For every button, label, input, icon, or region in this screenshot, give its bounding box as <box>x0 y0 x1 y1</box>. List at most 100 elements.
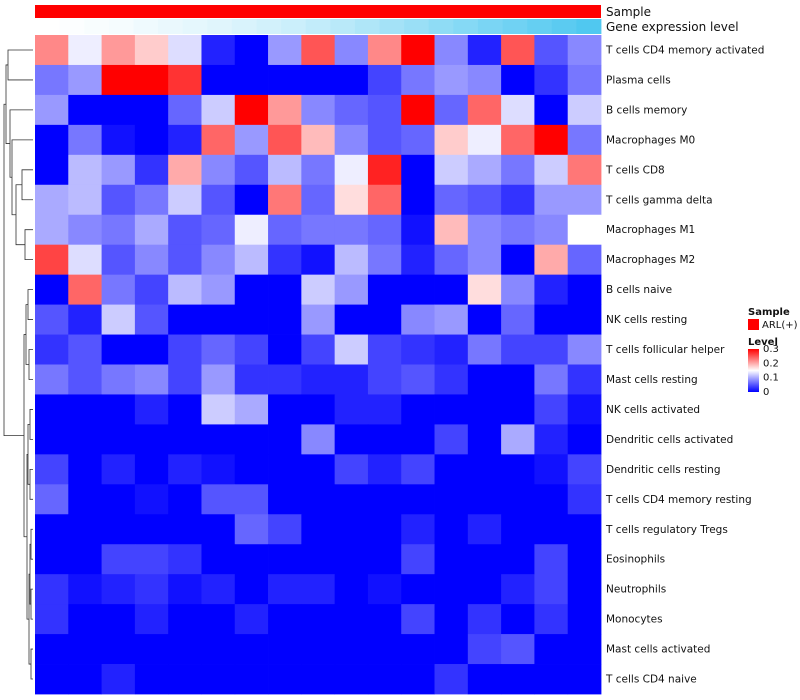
heatmap-cell <box>567 214 602 246</box>
heatmap-cell <box>434 334 469 365</box>
heatmap-cell <box>367 154 402 186</box>
heatmap-cell <box>367 454 402 485</box>
heatmap-cell <box>268 424 302 455</box>
expression-bar-segment <box>305 19 331 34</box>
heatmap-cell <box>234 454 269 485</box>
heatmap-cell <box>234 664 269 695</box>
row-label: Plasma cells <box>606 74 671 86</box>
heatmap-cell <box>168 94 202 126</box>
heatmap-cell <box>567 634 602 665</box>
heatmap-cell <box>201 544 236 575</box>
heatmap-cell <box>367 394 402 425</box>
heatmap-cell <box>134 334 169 365</box>
heatmap-cell <box>101 94 136 126</box>
row-label: Eosinophils <box>606 554 665 566</box>
legend-level-colorbar <box>748 349 759 392</box>
heatmap-cell <box>534 35 569 66</box>
heatmap-cell <box>534 424 569 455</box>
heatmap-cell <box>534 244 569 276</box>
heatmap-cell <box>101 634 136 665</box>
sample-annotation-label: Sample <box>606 5 651 19</box>
dendrogram-branch <box>27 289 33 320</box>
heatmap-cell <box>168 604 202 635</box>
heatmap-cell <box>68 454 102 485</box>
heatmap-cell <box>334 154 369 186</box>
heatmap-cell <box>434 544 469 575</box>
heatmap-cell <box>234 35 269 66</box>
dendrogram-branch <box>15 184 25 246</box>
heatmap-cell <box>534 184 569 216</box>
heatmap-cell <box>467 214 502 246</box>
heatmap-cell <box>201 574 236 605</box>
legend-level-ticks: 0.3 0.2 0.1 0 <box>759 344 779 398</box>
legend-tick-label: 0.2 <box>763 358 779 369</box>
heatmap-cell <box>168 634 202 665</box>
heatmap-cell <box>367 364 402 395</box>
expression-bar-segment <box>453 19 479 34</box>
heatmap-cell <box>501 124 535 156</box>
row-label: Macrophages M0 <box>606 134 695 146</box>
heatmap-cell <box>134 484 169 515</box>
heatmap-cell <box>534 94 569 126</box>
heatmap-cell <box>168 664 202 695</box>
heatmap-cell <box>168 124 202 156</box>
heatmap-cell <box>201 454 236 485</box>
heatmap-cell <box>234 124 269 156</box>
heatmap-cell <box>101 514 136 545</box>
dendrogram-branch <box>30 648 33 680</box>
heatmap-cell <box>534 124 569 156</box>
heatmap-cell <box>334 394 369 425</box>
heatmap-cell <box>467 35 502 66</box>
heatmap-cell <box>35 274 69 305</box>
heatmap-cell <box>401 244 435 276</box>
heatmap-cell <box>234 334 269 365</box>
expression-bar-segment <box>281 19 307 34</box>
heatmap-cell <box>101 214 136 246</box>
heatmap-cell <box>567 484 602 515</box>
expression-bar-segment <box>108 19 134 34</box>
row-label: Neutrophils <box>606 584 666 596</box>
legend-tick-label: 0.3 <box>763 344 779 355</box>
expression-bar-segment <box>256 19 282 34</box>
heatmap-cell <box>501 244 535 276</box>
heatmap-cell <box>301 184 336 216</box>
heatmap-cell <box>68 64 102 96</box>
heatmap-cell <box>134 35 169 66</box>
heatmap-cell <box>367 514 402 545</box>
heatmap-cell <box>567 574 602 605</box>
heatmap-cell <box>201 424 236 455</box>
heatmap-cell <box>68 394 102 425</box>
heatmap-cell <box>168 35 202 66</box>
heatmap-cell <box>68 574 102 605</box>
heatmap-cell <box>367 35 402 66</box>
heatmap-cell <box>201 304 236 335</box>
heatmap-cell <box>268 184 302 216</box>
heatmap-cell <box>434 94 469 126</box>
heatmap-cell <box>401 94 435 126</box>
heatmap-cell <box>134 64 169 96</box>
heatmap-cell <box>101 424 136 455</box>
heatmap-cell <box>35 244 69 276</box>
heatmap-cell <box>301 364 336 395</box>
heatmap-cell <box>567 304 602 335</box>
heatmap-cell <box>301 484 336 515</box>
heatmap-cell <box>434 274 469 305</box>
heatmap-cell <box>334 214 369 246</box>
row-label: T cells CD4 memory activated <box>605 44 764 56</box>
heatmap-cell <box>434 214 469 246</box>
heatmap-cell <box>68 244 102 276</box>
heatmap-cell <box>201 394 236 425</box>
heatmap-cell <box>35 484 69 515</box>
heatmap-cell <box>35 64 69 96</box>
heatmap-cell <box>168 334 202 365</box>
heatmap-cell <box>334 604 369 635</box>
heatmap-cell <box>268 364 302 395</box>
heatmap-cell <box>301 334 336 365</box>
heatmap-cell <box>101 184 136 216</box>
heatmap-cell <box>234 634 269 665</box>
heatmap-cell <box>301 244 336 276</box>
heatmap-cell <box>467 604 502 635</box>
heatmap-cell <box>334 364 369 395</box>
heatmap-cell <box>134 364 169 395</box>
